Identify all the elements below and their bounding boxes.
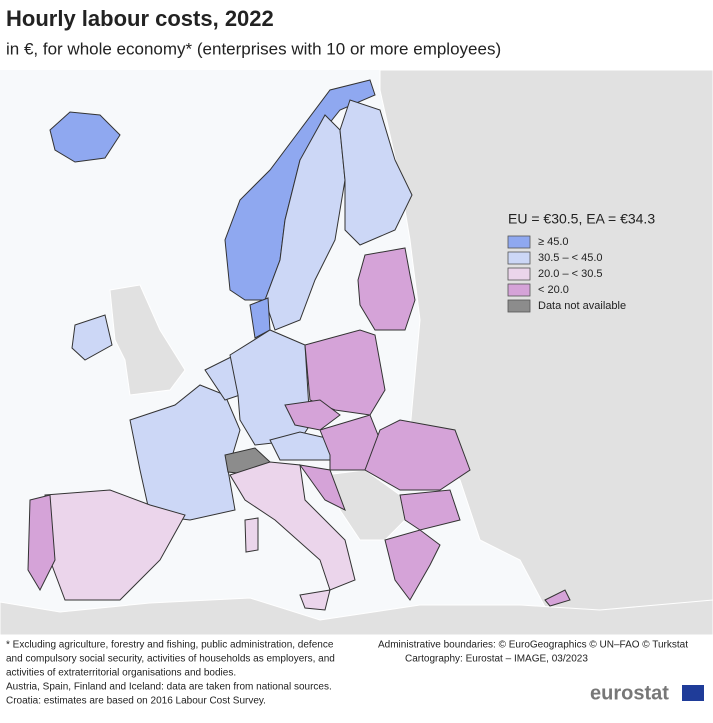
legend-swatch — [507, 299, 531, 313]
legend-label: 30.5 – < 45.0 — [538, 252, 603, 264]
croatia-slovenia — [298, 464, 346, 512]
eu-flag — [682, 685, 704, 701]
czechia — [284, 399, 341, 431]
greece — [384, 529, 441, 601]
uk — [109, 284, 186, 396]
credit: Cartography: Eurostat – IMAGE, 03/2023 — [405, 654, 588, 665]
subtitle: in €, for whole economy* (enterprises wi… — [6, 39, 501, 58]
map — [0, 69, 713, 636]
sardinia — [244, 517, 259, 553]
bulgaria — [399, 489, 461, 531]
legend-label: ≥ 45.0 — [538, 236, 569, 248]
legend-label: < 20.0 — [538, 284, 569, 296]
legend-swatch — [507, 283, 531, 297]
footnote: Croatia: estimates are based on 2016 Lab… — [6, 696, 266, 707]
legend-swatch — [507, 235, 531, 249]
footnote: Austria, Spain, Finland and Iceland: dat… — [6, 682, 332, 693]
finland — [339, 99, 413, 246]
legend-label: 20.0 – < 30.5 — [538, 268, 603, 280]
ireland — [71, 314, 113, 361]
footnote: * Excluding agriculture, forestry and fi… — [6, 640, 334, 651]
footnote: activities of extraterritorial organisat… — [6, 668, 236, 679]
legend: EU = €30.5, EA = €34.3 ≥ 45.0 30.5 – < 45… — [507, 211, 655, 313]
spain — [44, 489, 186, 601]
italy — [229, 461, 356, 591]
legend-swatch — [507, 251, 531, 265]
credit: Administrative boundaries: © EuroGeograp… — [378, 640, 688, 651]
footnote: and compulsory social security, activiti… — [6, 654, 335, 665]
title: Hourly labour costs, 2022 — [6, 6, 274, 31]
iceland — [49, 111, 121, 163]
logo: eurostat — [590, 682, 669, 704]
legend-swatch — [507, 267, 531, 281]
balkans — [324, 469, 406, 541]
footnotes: * Excluding agriculture, forestry and fi… — [6, 640, 335, 707]
portugal — [27, 494, 56, 592]
legend-label: Data not available — [538, 300, 626, 312]
africa — [0, 597, 713, 636]
cyprus — [544, 589, 571, 607]
sicily — [299, 589, 331, 611]
romania — [364, 419, 471, 491]
legend-title: EU = €30.5, EA = €34.3 — [508, 211, 655, 227]
baltics — [357, 247, 416, 331]
